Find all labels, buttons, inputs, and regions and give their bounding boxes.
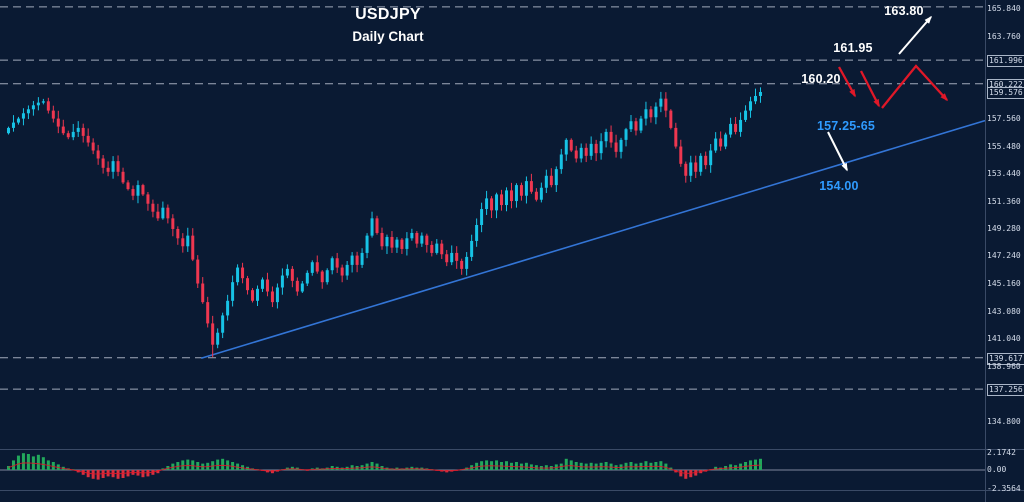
annotation-resistance-lower: 160.20 — [801, 72, 841, 86]
price-axis-label: 141.040 — [987, 333, 1021, 343]
price-axis-label: 138.960 — [987, 361, 1021, 371]
price-axis-label: 139.617 — [987, 352, 1024, 365]
indicator-axis-label: 0.00 — [987, 465, 1007, 474]
price-axis-label: 137.256 — [987, 384, 1024, 397]
price-axis-label: 153.440 — [987, 168, 1021, 178]
indicator-axis-label: -2.3564 — [987, 483, 1021, 493]
price-axis-label: 161.996 — [987, 55, 1024, 68]
price-axis-label: 159.576 — [987, 87, 1024, 100]
price-axis-label: 165.840 — [987, 4, 1021, 13]
annotation-support-zone: 157.25-65 — [816, 119, 876, 133]
annotation-resistance-upper: 161.95 — [833, 41, 873, 55]
price-axis-label: 151.360 — [987, 196, 1021, 206]
symbol-title: USDJPY — [355, 6, 421, 23]
indicator-axis-label: 2.1742 — [987, 447, 1016, 457]
price-axis-label: 163.760 — [987, 31, 1021, 41]
price-axis-label: 157.560 — [987, 114, 1021, 124]
price-axis-label: 143.080 — [987, 306, 1021, 316]
timeframe-subtitle: Daily Chart — [352, 29, 424, 44]
price-axis-label: 145.160 — [987, 279, 1021, 289]
annotation-trendline-support: 154.00 — [819, 179, 859, 193]
price-axis: 165.840 163.760 161.996 160.222 159.576 157.5… — [986, 0, 1024, 502]
annotation-target-price: 163.80 — [884, 4, 924, 18]
price-axis-label: 134.800 — [987, 416, 1021, 426]
price-axis-label: 149.280 — [987, 224, 1021, 234]
price-axis-label: 155.480 — [987, 141, 1021, 151]
price-axis-label: 147.240 — [987, 251, 1021, 261]
chart-title-block: USDJPY Daily Chart — [288, 6, 488, 44]
